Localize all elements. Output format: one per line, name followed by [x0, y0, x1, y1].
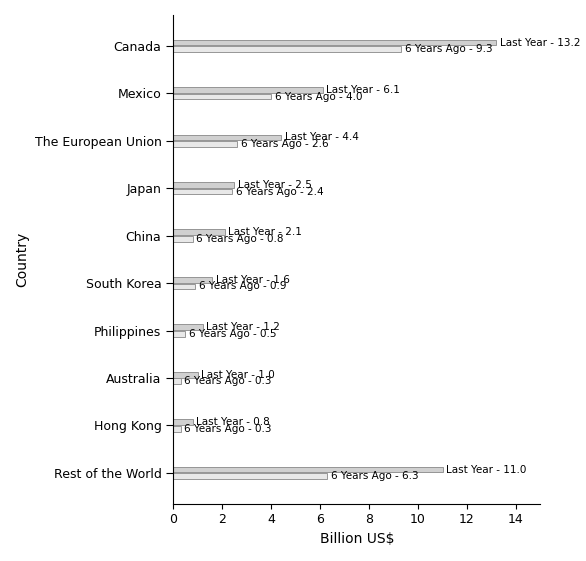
Text: Last Year - 4.4: Last Year - 4.4: [285, 132, 359, 142]
Bar: [173, 94, 271, 99]
Text: 6 Years Ago - 2.4: 6 Years Ago - 2.4: [236, 186, 323, 196]
Y-axis label: Country: Country: [15, 232, 29, 287]
Bar: [173, 426, 180, 431]
Bar: [173, 283, 195, 289]
Text: 6 Years Ago - 0.9: 6 Years Ago - 0.9: [199, 282, 287, 291]
Bar: [173, 277, 212, 283]
Text: Last Year - 6.1: Last Year - 6.1: [326, 85, 400, 95]
X-axis label: Billion US$: Billion US$: [319, 532, 394, 546]
Bar: [173, 141, 237, 147]
Bar: [173, 473, 328, 479]
Text: Last Year - 0.8: Last Year - 0.8: [196, 417, 270, 427]
Text: 6 Years Ago - 2.6: 6 Years Ago - 2.6: [241, 139, 328, 149]
Text: Last Year - 1.6: Last Year - 1.6: [216, 275, 290, 285]
Text: 6 Years Ago - 0.3: 6 Years Ago - 0.3: [184, 376, 272, 387]
Bar: [173, 236, 193, 242]
Bar: [173, 188, 232, 194]
Text: Last Year - 2.5: Last Year - 2.5: [238, 180, 312, 190]
Bar: [173, 419, 193, 425]
Text: 6 Years Ago - 9.3: 6 Years Ago - 9.3: [404, 44, 492, 54]
Text: Last Year - 13.2: Last Year - 13.2: [500, 38, 581, 48]
Bar: [173, 331, 186, 337]
Bar: [173, 229, 224, 235]
Text: Last Year - 2.1: Last Year - 2.1: [229, 227, 302, 237]
Text: 6 Years Ago - 0.8: 6 Years Ago - 0.8: [196, 234, 284, 244]
Text: 6 Years Ago - 0.5: 6 Years Ago - 0.5: [189, 329, 277, 339]
Bar: [173, 182, 234, 188]
Bar: [173, 87, 322, 93]
Text: 6 Years Ago - 6.3: 6 Years Ago - 6.3: [331, 471, 419, 481]
Bar: [173, 135, 281, 140]
Bar: [173, 372, 197, 378]
Text: Last Year - 1.0: Last Year - 1.0: [202, 370, 275, 380]
Bar: [173, 47, 401, 52]
Text: Last Year - 1.2: Last Year - 1.2: [206, 322, 280, 332]
Text: 6 Years Ago - 0.3: 6 Years Ago - 0.3: [184, 424, 272, 434]
Bar: [173, 379, 180, 384]
Text: 6 Years Ago - 4.0: 6 Years Ago - 4.0: [275, 91, 362, 102]
Bar: [173, 324, 203, 330]
Bar: [173, 40, 496, 45]
Text: Last Year - 11.0: Last Year - 11.0: [446, 465, 527, 475]
Bar: [173, 467, 442, 472]
